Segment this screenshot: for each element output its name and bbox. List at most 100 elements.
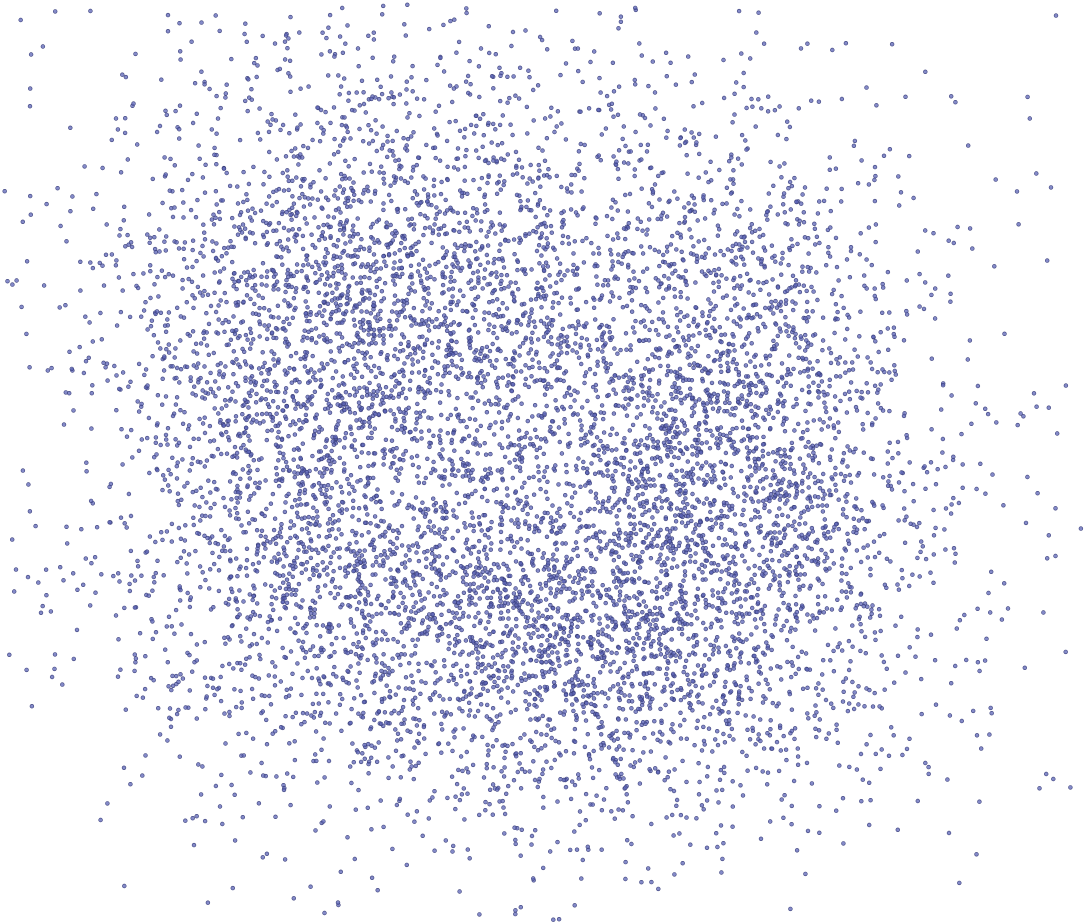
- scatter-point: [427, 519, 433, 524]
- scatter-point: [315, 105, 320, 110]
- scatter-point: [81, 370, 87, 376]
- scatter-point: [117, 233, 122, 238]
- scatter-point: [116, 386, 122, 392]
- scatter-point: [92, 554, 98, 560]
- scatter-point: [795, 654, 801, 660]
- scatter-point: [591, 676, 597, 682]
- scatter-point: [417, 113, 422, 119]
- scatter-point: [256, 366, 262, 371]
- scatter-point: [424, 142, 429, 148]
- scatter-point: [495, 385, 500, 390]
- scatter-point: [378, 84, 383, 90]
- scatter-point: [274, 411, 279, 416]
- scatter-point: [848, 659, 853, 664]
- scatter-point: [854, 767, 860, 772]
- scatter-point: [446, 646, 451, 652]
- scatter-point: [204, 343, 210, 348]
- scatter-point: [310, 568, 316, 573]
- scatter-point: [523, 625, 528, 630]
- scatter-point: [401, 458, 406, 463]
- scatter-point: [495, 297, 500, 302]
- scatter-point: [712, 737, 718, 742]
- scatter-point: [317, 572, 322, 578]
- scatter-point: [538, 486, 543, 492]
- scatter-point: [201, 330, 206, 336]
- scatter-point: [434, 388, 439, 393]
- scatter-point: [850, 679, 855, 685]
- scatter-point: [240, 412, 245, 417]
- scatter-point: [462, 126, 468, 132]
- scatter-point: [234, 450, 240, 456]
- scatter-point: [226, 342, 231, 347]
- scatter-point: [313, 245, 318, 250]
- scatter-point: [417, 717, 422, 723]
- scatter-point: [298, 455, 303, 461]
- scatter-point: [367, 296, 372, 301]
- scatter-point: [494, 395, 499, 400]
- scatter-point: [403, 686, 409, 691]
- scatter-point: [527, 74, 532, 80]
- scatter-point: [391, 101, 396, 107]
- scatter-point: [252, 210, 258, 216]
- scatter-point: [441, 22, 446, 28]
- scatter-point: [568, 404, 573, 410]
- scatter-point: [354, 90, 359, 95]
- scatter-point: [488, 402, 494, 407]
- scatter-point: [273, 442, 279, 447]
- scatter-point: [321, 222, 326, 228]
- scatter-point: [734, 361, 739, 367]
- scatter-point: [534, 455, 539, 460]
- scatter-point: [292, 615, 298, 621]
- scatter-point: [253, 400, 259, 405]
- scatter-point: [139, 573, 144, 578]
- scatter-point: [237, 588, 242, 593]
- scatter-point: [660, 252, 666, 258]
- scatter-point: [425, 276, 430, 281]
- scatter-point: [392, 372, 397, 377]
- scatter-point: [320, 560, 325, 565]
- scatter-point: [554, 290, 560, 296]
- scatter-point: [977, 799, 982, 804]
- scatter-point: [28, 52, 34, 57]
- scatter-point: [372, 240, 377, 246]
- scatter-point: [554, 173, 559, 179]
- scatter-point: [201, 222, 206, 227]
- scatter-point: [498, 187, 503, 192]
- scatter-point: [351, 641, 356, 647]
- scatter-point: [634, 631, 640, 637]
- scatter-point: [179, 622, 184, 627]
- scatter-point: [202, 288, 207, 294]
- scatter-point: [416, 370, 422, 375]
- scatter-point: [165, 317, 170, 322]
- scatter-point: [407, 110, 412, 116]
- scatter-point: [510, 599, 515, 604]
- scatter-point: [273, 478, 279, 483]
- scatter-point: [394, 128, 399, 134]
- scatter-point: [391, 461, 396, 466]
- scatter-point: [401, 386, 406, 391]
- scatter-point: [851, 516, 856, 521]
- scatter-point: [163, 108, 168, 114]
- scatter-point: [407, 285, 412, 290]
- scatter-point: [352, 375, 357, 381]
- scatter-point: [264, 506, 269, 512]
- scatter-point: [148, 324, 154, 329]
- scatter-point: [392, 454, 397, 459]
- scatter-point: [368, 311, 373, 316]
- scatter-point: [160, 402, 165, 407]
- scatter-point: [339, 122, 345, 128]
- scatter-point: [276, 315, 281, 320]
- scatter-point: [231, 372, 236, 377]
- scatter-point: [177, 21, 182, 26]
- scatter-point: [699, 100, 705, 106]
- scatter-point: [370, 396, 375, 401]
- scatter-point: [471, 523, 476, 529]
- scatter-point: [839, 648, 845, 653]
- scatter-point: [458, 366, 464, 371]
- scatter-point: [768, 726, 773, 732]
- scatter-point: [250, 311, 256, 316]
- scatter-point: [494, 577, 500, 583]
- scatter-point: [632, 82, 638, 87]
- scatter-point: [319, 491, 324, 496]
- scatter-point: [464, 309, 469, 314]
